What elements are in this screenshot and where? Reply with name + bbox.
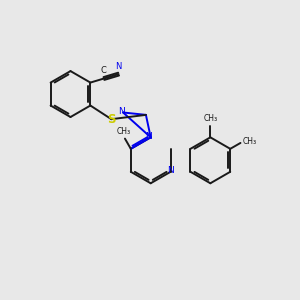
- Text: CH₃: CH₃: [116, 127, 130, 136]
- Text: C: C: [101, 66, 106, 75]
- Text: CH₃: CH₃: [203, 115, 218, 124]
- Text: N: N: [116, 61, 122, 70]
- Text: N: N: [118, 107, 125, 116]
- Text: CH₃: CH₃: [242, 137, 256, 146]
- Text: N: N: [145, 132, 152, 141]
- Text: S: S: [107, 113, 116, 126]
- Text: N: N: [167, 166, 174, 175]
